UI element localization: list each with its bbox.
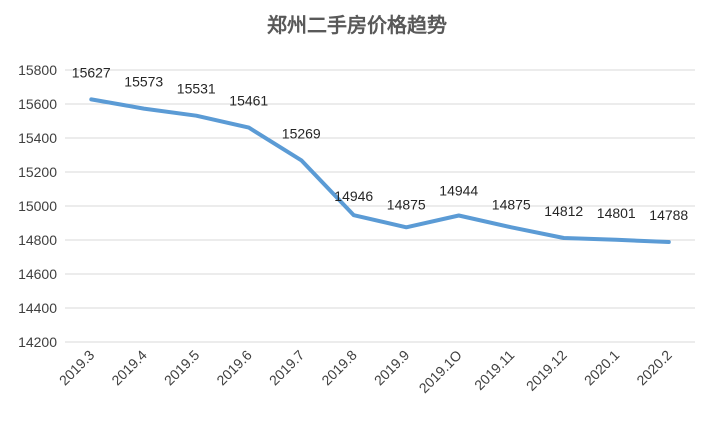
y-tick-label: 15000 xyxy=(18,198,57,214)
y-tick-label: 14600 xyxy=(18,266,57,282)
y-tick-label: 15800 xyxy=(18,62,57,78)
data-label: 15461 xyxy=(229,93,268,109)
data-label: 15269 xyxy=(282,125,321,141)
data-label: 14875 xyxy=(492,196,531,212)
x-tick-label: 2019.7 xyxy=(266,347,308,389)
x-tick-label: 2019.5 xyxy=(161,347,203,389)
series-line xyxy=(89,97,671,244)
data-label: 15573 xyxy=(124,74,163,90)
x-tick-label: 2020.2 xyxy=(633,347,675,389)
data-label: 14875 xyxy=(387,196,426,212)
data-labels: 15627 15573 15531 15461 15269 14946 14875 14944… xyxy=(72,64,689,223)
data-label: 14946 xyxy=(334,188,373,204)
x-axis-ticks: 2019.3 2019.4 2019.5 2019.6 2019.7 2019.8 2019… xyxy=(56,347,675,396)
x-tick-label: 2019.6 xyxy=(213,347,255,389)
x-tick-label: 2019.8 xyxy=(318,347,360,389)
y-tick-label: 15200 xyxy=(18,164,57,180)
x-tick-label: 2019.3 xyxy=(56,347,98,389)
y-tick-label: 15400 xyxy=(18,130,57,146)
data-label: 14812 xyxy=(544,203,583,219)
y-tick-label: 14400 xyxy=(18,300,57,316)
chart-title: 郑州二手房价格趋势 xyxy=(267,13,447,37)
data-label: 14944 xyxy=(439,183,478,199)
x-tick-label: 2019.11 xyxy=(471,347,518,394)
x-tick-label: 2019.12 xyxy=(523,347,570,394)
data-label: 15627 xyxy=(72,64,111,80)
y-tick-label: 15600 xyxy=(18,96,57,112)
y-tick-label: 14200 xyxy=(18,334,57,350)
series-layer xyxy=(89,97,671,244)
x-tick-label: 2019.9 xyxy=(371,347,413,389)
y-tick-label: 14800 xyxy=(18,232,57,248)
data-label: 14788 xyxy=(649,207,688,223)
data-label: 14801 xyxy=(597,205,636,221)
y-axis-ticks: 14200 14400 14600 14800 15000 15200 15400 15600… xyxy=(18,62,57,350)
data-label: 15531 xyxy=(177,81,216,97)
x-tick-label: 2019.1O xyxy=(416,347,465,396)
x-tick-label: 2020.1 xyxy=(581,347,623,389)
x-tick-label: 2019.4 xyxy=(108,347,150,389)
gridlines xyxy=(65,69,695,343)
